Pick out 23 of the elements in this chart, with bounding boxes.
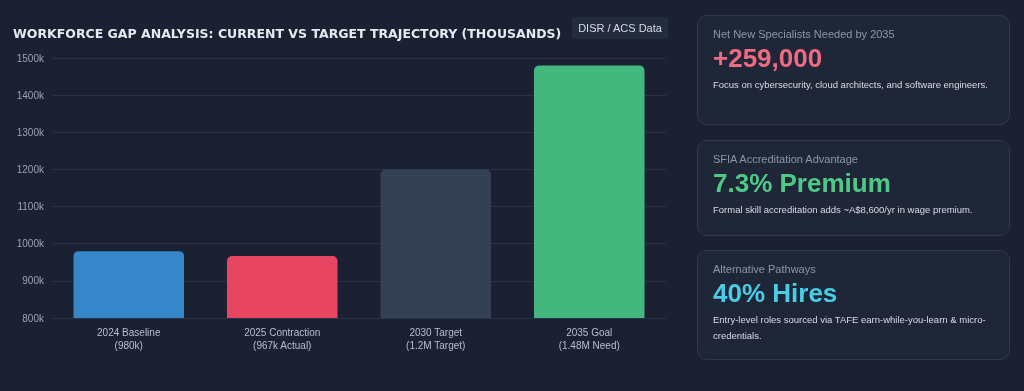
text: DISR / ACS Data: [578, 22, 663, 34]
text: Net New Specialists Needed by 2035: [713, 28, 896, 40]
text: 7.3% Premium: [713, 167, 892, 199]
chart-title: WORKFORCE GAP ANALYSIS: CURRENT VS TARGET TRAJECTORY (THOUSANDS): [13, 26, 562, 41]
x-tick-label: 2035 Goal (1.48M Need): [558, 327, 620, 351]
y-tick-label: 1400k: [16, 89, 45, 101]
text: 40% Hires: [713, 277, 839, 309]
text: Focus on cybersecurity, cloud architects, and software engineers.: [713, 78, 989, 92]
y-tick-label: 800k: [22, 312, 45, 324]
text: Entry-level roles sourced via TAFE earn-while-you-learn & micro-credentials.: [713, 313, 987, 343]
text: SFIA Accreditation Advantage: [713, 153, 859, 165]
x-tick-label: 2025 Contraction (967k Actual): [244, 327, 321, 351]
y-tick-label: 1200k: [16, 163, 45, 175]
y-tick-label: 1300k: [16, 126, 45, 138]
text: Alternative Pathways: [713, 263, 817, 275]
y-tick-label: 1000k: [16, 238, 45, 250]
text: +259,000: [713, 42, 824, 74]
x-tick-label: 2024 Baseline (980k): [97, 327, 161, 351]
y-tick-label: 1100k: [17, 201, 45, 213]
x-tick-label: 2030 Target (1.2M Target): [406, 327, 466, 351]
text: Formal skill accreditation adds ~A$8,600/yr in wage premium.: [713, 203, 974, 217]
y-tick-label: 1500k: [16, 52, 45, 64]
y-tick-label: 900k: [22, 275, 45, 287]
